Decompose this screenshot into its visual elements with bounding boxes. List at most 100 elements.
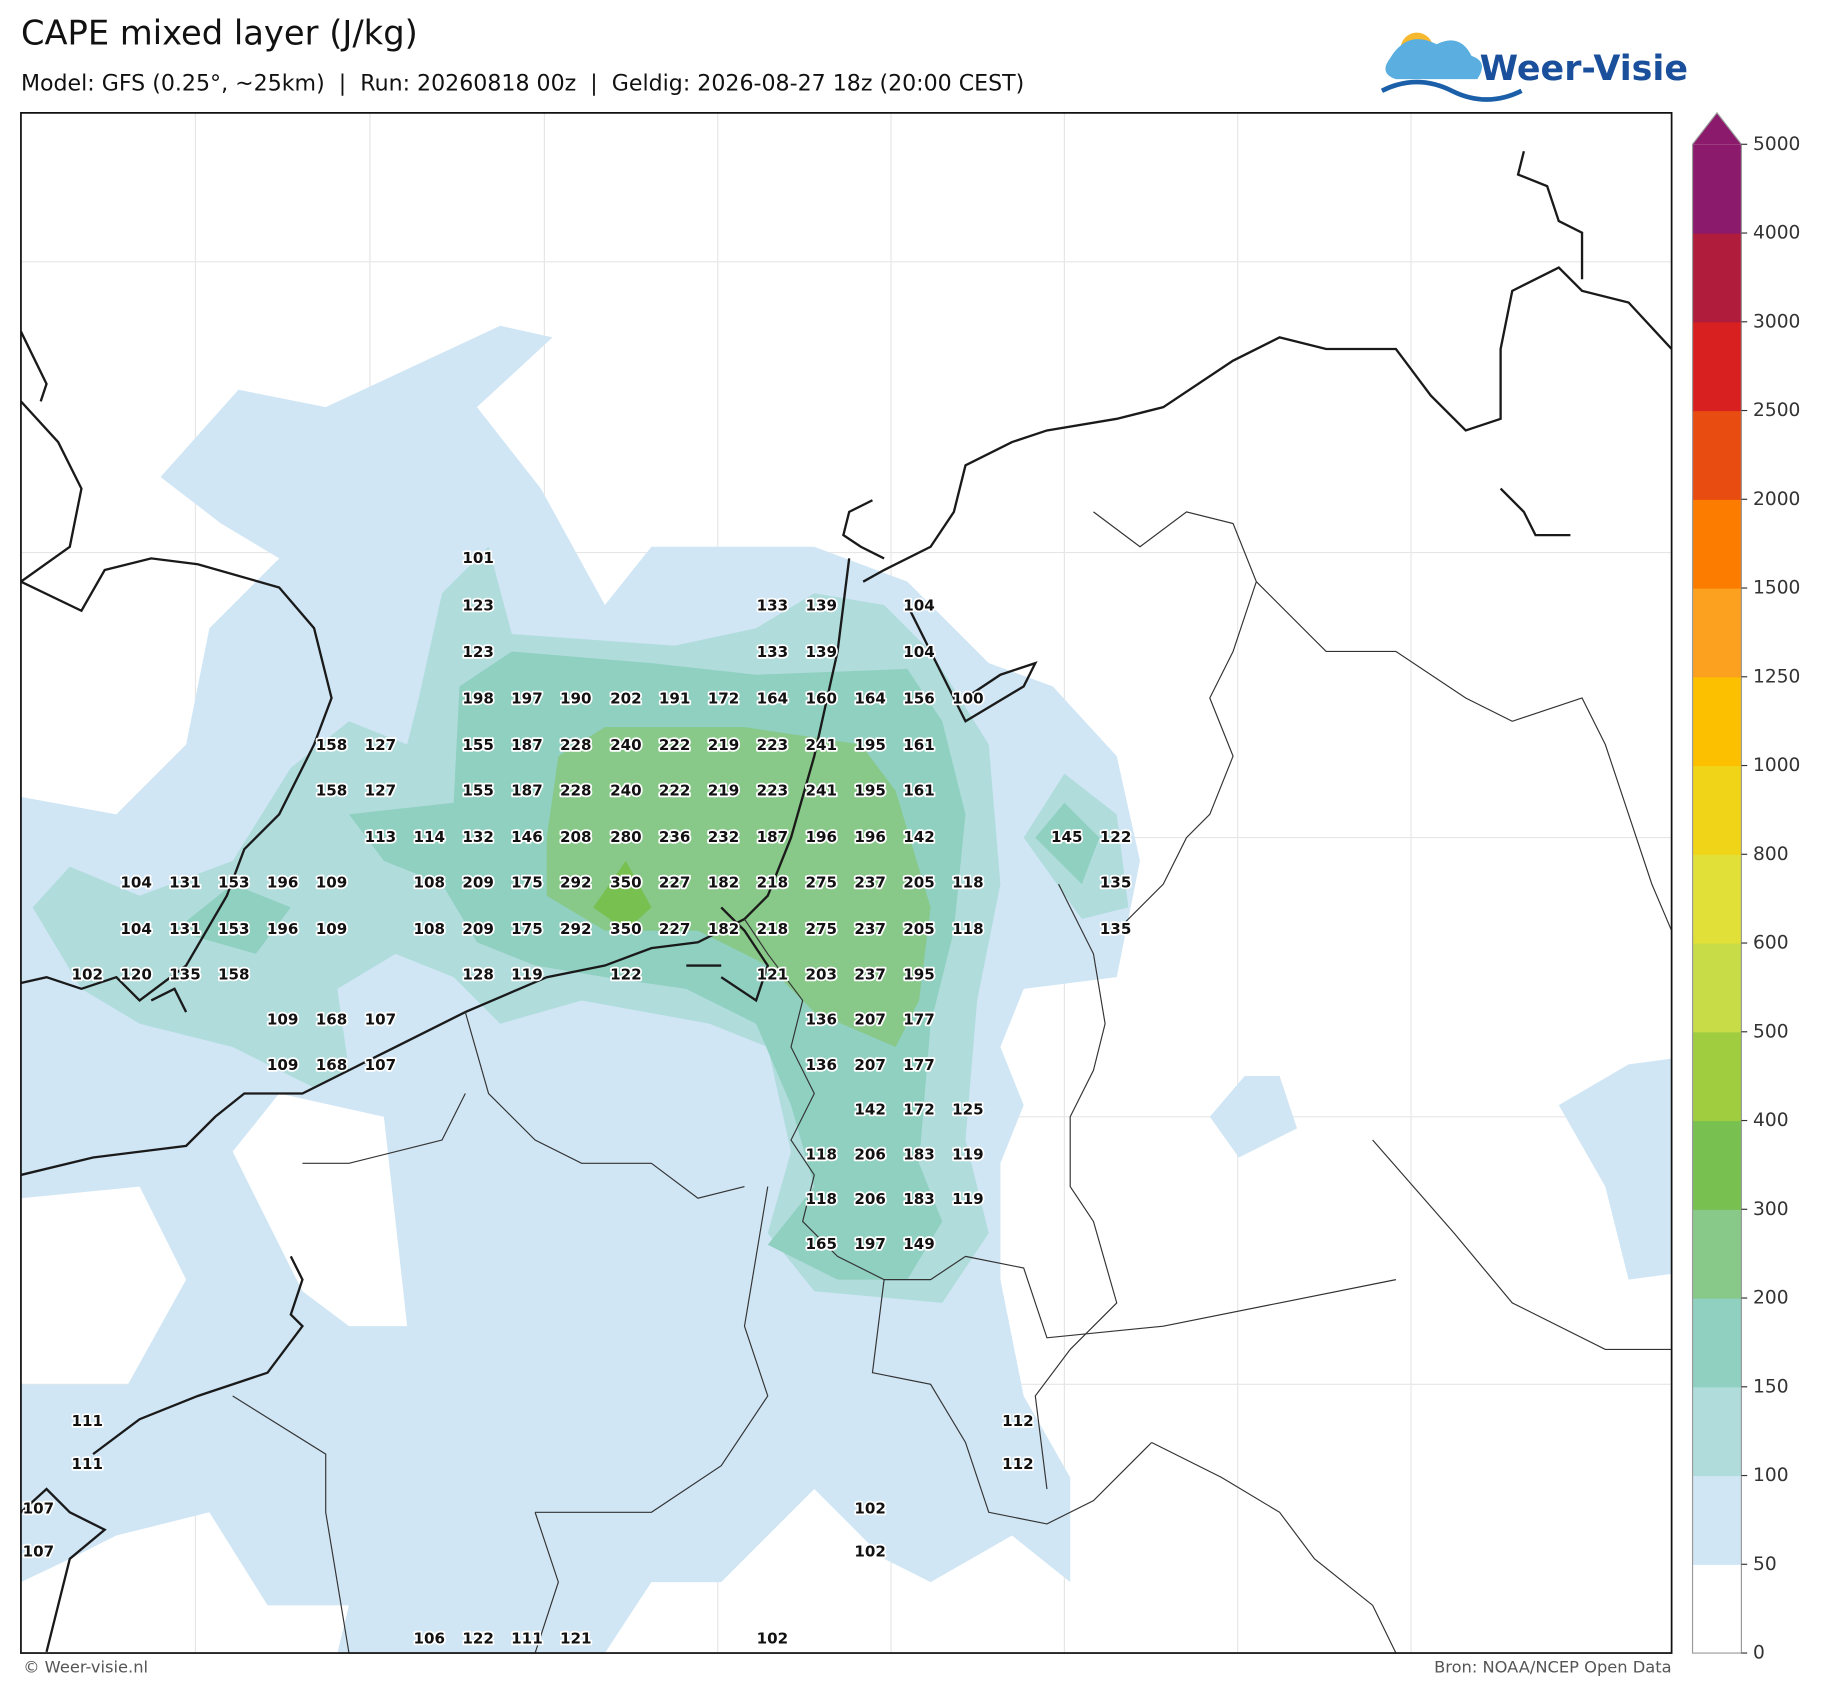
value-label: 208 (560, 828, 592, 846)
value-label: 350 (610, 920, 642, 938)
value-label: 108 (413, 873, 445, 891)
value-label: 155 (462, 736, 494, 754)
value-label: 219 (708, 782, 740, 800)
value-label: 125 (952, 1100, 984, 1118)
value-label: 196 (267, 920, 299, 938)
value-label: 240 (610, 736, 642, 754)
colorbar-tick-label: 3000 (1753, 311, 1800, 332)
value-label: 133 (757, 643, 789, 661)
colorbar-bin (1692, 1209, 1742, 1299)
value-label: 106 (413, 1630, 445, 1648)
value-label: 275 (805, 920, 837, 938)
value-label: 292 (560, 920, 592, 938)
value-label: 168 (316, 1056, 348, 1074)
value-label: 237 (854, 965, 886, 983)
value-label: 104 (120, 920, 152, 938)
value-label: 107 (365, 1011, 397, 1029)
value-label: 113 (365, 828, 397, 846)
value-label: 127 (365, 736, 397, 754)
value-label: 218 (757, 873, 789, 891)
value-label: 153 (218, 873, 250, 891)
value-label: 205 (903, 873, 935, 891)
value-label: 111 (511, 1630, 543, 1648)
colorbar-tick-label: 2000 (1753, 489, 1800, 510)
colorbar-tick-label: 1500 (1753, 578, 1800, 599)
value-label: 119 (952, 1146, 984, 1164)
value-label: 139 (805, 643, 837, 661)
value-label: 183 (903, 1146, 935, 1164)
value-label: 160 (805, 690, 837, 708)
colorbar-bin (1692, 1564, 1742, 1654)
value-label: 118 (805, 1146, 837, 1164)
value-label: 112 (1002, 1455, 1034, 1473)
value-label: 102 (854, 1499, 886, 1517)
value-label: 111 (71, 1455, 103, 1473)
value-label: 198 (462, 690, 494, 708)
value-label: 123 (462, 597, 494, 615)
title: CAPE mixed layer (J/kg) (21, 13, 418, 52)
value-label: 164 (854, 690, 886, 708)
value-label: 120 (120, 965, 152, 983)
value-label: 109 (267, 1056, 299, 1074)
footer-left: © Weer-visie.nl (23, 1658, 148, 1677)
footer-right: Bron: NOAA/NCEP Open Data (1434, 1658, 1672, 1677)
colorbar-tick-label: 400 (1753, 1110, 1789, 1131)
value-label: 275 (805, 873, 837, 891)
colorbar-tick-label: 100 (1753, 1465, 1789, 1486)
value-label: 108 (413, 920, 445, 938)
value-label: 223 (757, 782, 789, 800)
value-label: 206 (854, 1146, 886, 1164)
value-label: 158 (316, 782, 348, 800)
value-label: 222 (659, 736, 691, 754)
value-label: 136 (805, 1056, 837, 1074)
value-label: 190 (560, 690, 592, 708)
value-label: 102 (71, 965, 103, 983)
value-label: 135 (169, 965, 201, 983)
value-label: 118 (805, 1190, 837, 1208)
value-label: 292 (560, 873, 592, 891)
value-label: 197 (511, 690, 543, 708)
value-label: 142 (903, 828, 935, 846)
value-label: 168 (316, 1011, 348, 1029)
value-label: 121 (757, 965, 789, 983)
value-label: 122 (610, 965, 642, 983)
subtitle: Model: GFS (0.25°, ~25km) | Run: 2026081… (21, 70, 1024, 96)
value-label: 182 (708, 873, 740, 891)
value-label: 131 (169, 920, 201, 938)
value-label: 240 (610, 782, 642, 800)
colorbar-bin (1692, 588, 1742, 678)
value-label: 122 (1100, 828, 1132, 846)
value-label: 164 (757, 690, 789, 708)
value-label: 109 (316, 920, 348, 938)
colorbar: 0 50 100 150 200 300 400 500 600 800 1000 1250 1500 2… (1691, 111, 1800, 1664)
colorbar-tick-label: 150 (1753, 1376, 1789, 1397)
value-label: 223 (757, 736, 789, 754)
colorbar-frame (1691, 111, 1742, 1654)
value-label: 175 (511, 873, 543, 891)
value-label: 227 (659, 873, 691, 891)
value-label: 232 (708, 828, 740, 846)
value-label: 107 (23, 1499, 55, 1517)
value-label: 104 (903, 597, 935, 615)
value-label: 195 (854, 736, 886, 754)
colorbar-tick-label: 2500 (1753, 400, 1800, 421)
coastlines (20, 150, 1672, 1653)
colorbar-bin (1692, 765, 1742, 855)
value-label: 241 (805, 782, 837, 800)
cape-shading (20, 325, 1672, 1654)
value-label: 155 (462, 782, 494, 800)
value-label: 165 (805, 1235, 837, 1253)
value-label: 156 (903, 690, 935, 708)
colorbar-bin (1692, 410, 1742, 500)
value-label: 172 (708, 690, 740, 708)
value-label: 237 (854, 920, 886, 938)
value-label: 175 (511, 920, 543, 938)
value-label: 145 (1051, 828, 1083, 846)
value-label: 183 (903, 1190, 935, 1208)
value-label: 119 (952, 1190, 984, 1208)
value-label: 195 (854, 782, 886, 800)
value-label: 146 (511, 828, 543, 846)
value-label: 218 (757, 920, 789, 938)
value-label: 187 (511, 782, 543, 800)
